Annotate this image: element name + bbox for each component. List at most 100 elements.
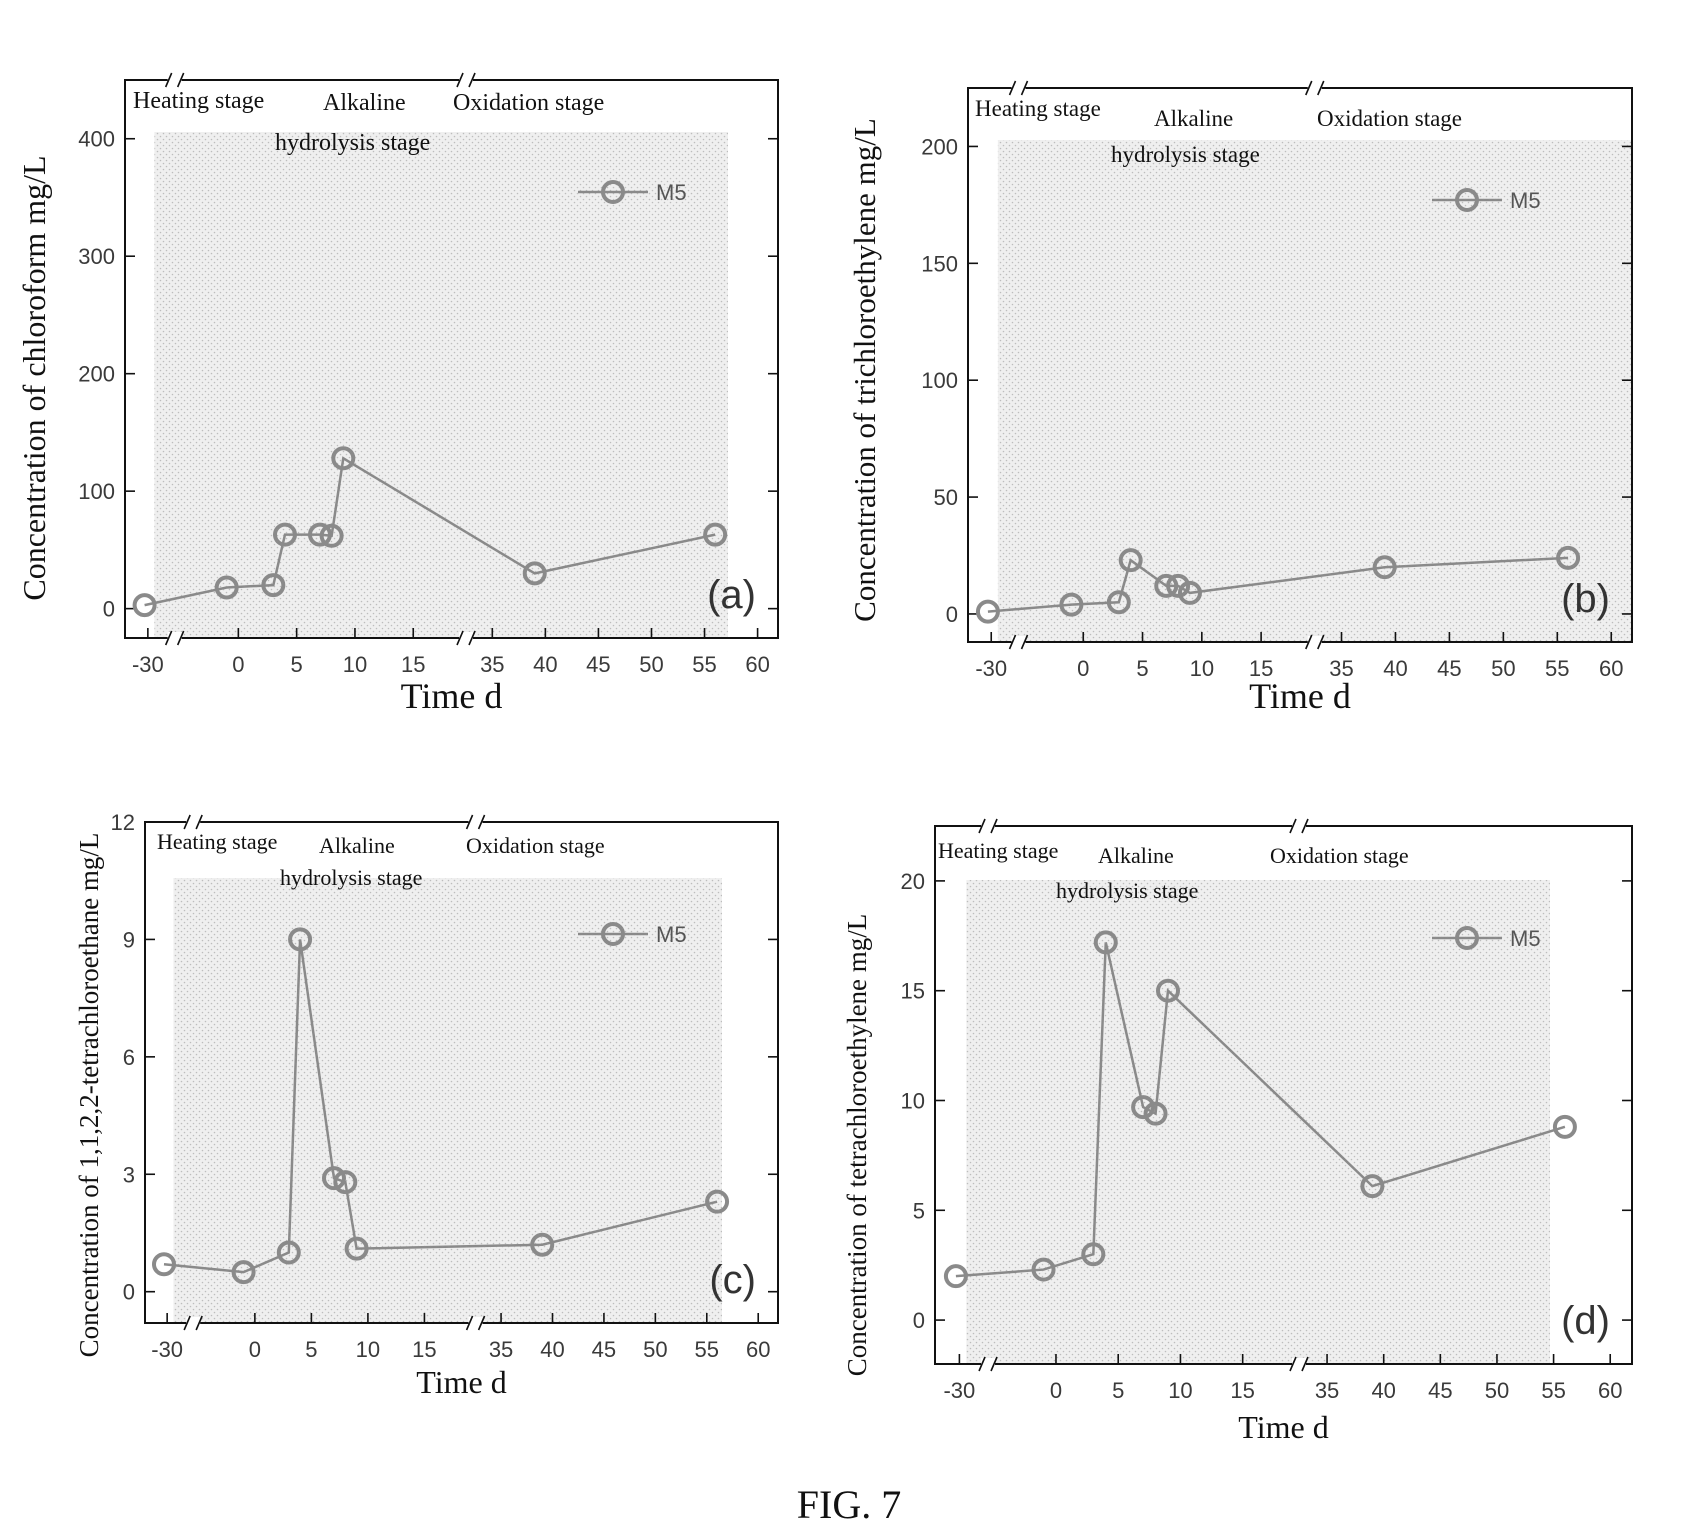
axis-break-mark — [465, 814, 486, 830]
stage-label-hydrolysis: hydrolysis stage — [1111, 142, 1260, 167]
chart-panel-4: 0 5 10 15 20 -30 0 5 10 15 35 40 45 50 55 60 Time d Conce… — [842, 818, 1633, 1445]
data-point — [975, 599, 1000, 624]
x-tick-label: 50 — [1485, 1378, 1509, 1403]
y-tick-label: 100 — [921, 368, 958, 393]
x-tick-label: 5 — [1136, 656, 1148, 681]
stage-label-oxidation: Oxidation stage — [1317, 106, 1462, 131]
x-tick-label: -30 — [132, 652, 164, 677]
x-tick-label: 60 — [746, 1337, 770, 1362]
plot-frame — [124, 79, 779, 639]
legend: M5 — [578, 180, 687, 205]
x-tick-label: 10 — [1168, 1378, 1192, 1403]
x-tick-label: 15 — [1249, 656, 1273, 681]
x-tick-label: 10 — [343, 652, 367, 677]
y-tick-label: 300 — [78, 244, 115, 269]
x-axis-title: Time d — [1249, 676, 1351, 716]
y-tick-label: 10 — [901, 1088, 925, 1113]
axis-break-gap — [1011, 636, 1026, 648]
legend-label: M5 — [656, 180, 687, 205]
data-point — [1131, 1095, 1156, 1120]
axis-break-gap — [459, 632, 474, 644]
stage-label-heating: Heating stage — [938, 838, 1058, 863]
axis-break-gap — [468, 1317, 483, 1329]
x-tick-label: 40 — [1371, 1378, 1395, 1403]
panel-label: (d) — [1561, 1299, 1610, 1343]
x-tick-label: 35 — [1315, 1378, 1339, 1403]
axis-break-gap — [981, 820, 996, 832]
stage-shading — [173, 878, 723, 1323]
data-point — [276, 1240, 301, 1265]
axis-break-gap — [1291, 820, 1306, 832]
data-point — [214, 575, 239, 600]
x-tick-label: 60 — [745, 652, 769, 677]
stage-shading — [997, 140, 1632, 642]
stage-label-alkaline: Alkaline — [323, 90, 406, 116]
stage-label-hydrolysis: hydrolysis stage — [280, 865, 422, 890]
x-tick-label: 15 — [412, 1337, 436, 1362]
data-point — [132, 593, 157, 618]
data-point — [319, 523, 344, 548]
data-point — [1081, 1242, 1106, 1267]
chart-panel-3: 0 3 6 9 12 -30 0 5 10 15 35 40 45 50 55 60 Time d Concent… — [74, 810, 779, 1400]
x-tick-label: 50 — [1491, 656, 1515, 681]
data-point — [1552, 1114, 1577, 1139]
figure-caption: FIG. 7 — [797, 1482, 901, 1527]
axis-break-gap — [459, 74, 474, 86]
data-point — [1154, 573, 1179, 598]
y-axis-title: Concentration of chloroform mg/L — [16, 155, 52, 600]
data-point — [1143, 1101, 1168, 1126]
data-point — [261, 573, 286, 598]
x-axis-title: Time d — [401, 676, 503, 716]
y-axis-title: Concentration of 1,1,2,2-tetrachloroetha… — [74, 833, 104, 1358]
legend-marker — [1455, 926, 1479, 950]
axis-break-mark — [1008, 634, 1029, 650]
chart-panel-1: 0 100 200 300 400 -30 0 5 10 15 35 40 45 50 55 60 Time d… — [16, 72, 779, 716]
x-tick-label: 45 — [1428, 1378, 1452, 1403]
axis-break-mark — [978, 818, 998, 834]
panel-label: (b) — [1561, 577, 1610, 621]
x-tick-label: 5 — [291, 652, 303, 677]
axis-break-gap — [186, 816, 201, 828]
y-tick-label: 0 — [123, 1280, 135, 1305]
axis-break-mark — [1289, 1356, 1309, 1372]
data-point — [1093, 930, 1118, 955]
stage-shading — [966, 880, 1550, 1364]
legend-marker — [601, 180, 625, 204]
x-tick-label: -30 — [151, 1337, 183, 1362]
legend: M5 — [1432, 926, 1541, 951]
y-tick-label: 20 — [901, 869, 925, 894]
axis-break-mark — [456, 630, 476, 646]
data-point — [1360, 1174, 1385, 1199]
axis-break-mark — [1305, 80, 1325, 96]
stage-label-oxidation: Oxidation stage — [453, 90, 604, 116]
x-tick-label: 55 — [695, 1337, 719, 1362]
x-tick-label: 40 — [1383, 656, 1407, 681]
x-tick-label: 45 — [592, 1337, 616, 1362]
data-point — [1177, 580, 1202, 605]
plot-frame — [967, 87, 1633, 643]
data-point — [1118, 548, 1143, 573]
stage-label-heating: Heating stage — [133, 88, 264, 114]
data-point — [333, 1170, 358, 1195]
data-point — [1155, 978, 1180, 1003]
stage-label-heating: Heating stage — [975, 96, 1101, 121]
data-point — [943, 1264, 968, 1289]
axis-break-mark — [456, 72, 476, 88]
data-point — [288, 927, 313, 952]
data-point — [1031, 1257, 1056, 1282]
stage-label-hydrolysis: hydrolysis stage — [1056, 878, 1198, 903]
x-tick-label: 55 — [1541, 1378, 1565, 1403]
data-point — [321, 1166, 346, 1191]
plot-frame — [934, 825, 1633, 1365]
stage-label-alkaline: Alkaline — [1098, 843, 1174, 868]
x-tick-label: 40 — [540, 1337, 564, 1362]
legend: M5 — [578, 922, 687, 947]
x-tick-label: 55 — [1545, 656, 1569, 681]
stage-label-alkaline: Alkaline — [319, 833, 395, 858]
y-axis-title: Concentration of trichloroethylene mg/L — [847, 118, 882, 622]
data-point — [272, 522, 297, 547]
x-tick-label: 50 — [639, 652, 663, 677]
y-tick-label: 6 — [123, 1045, 135, 1070]
legend-label: M5 — [1510, 188, 1541, 213]
